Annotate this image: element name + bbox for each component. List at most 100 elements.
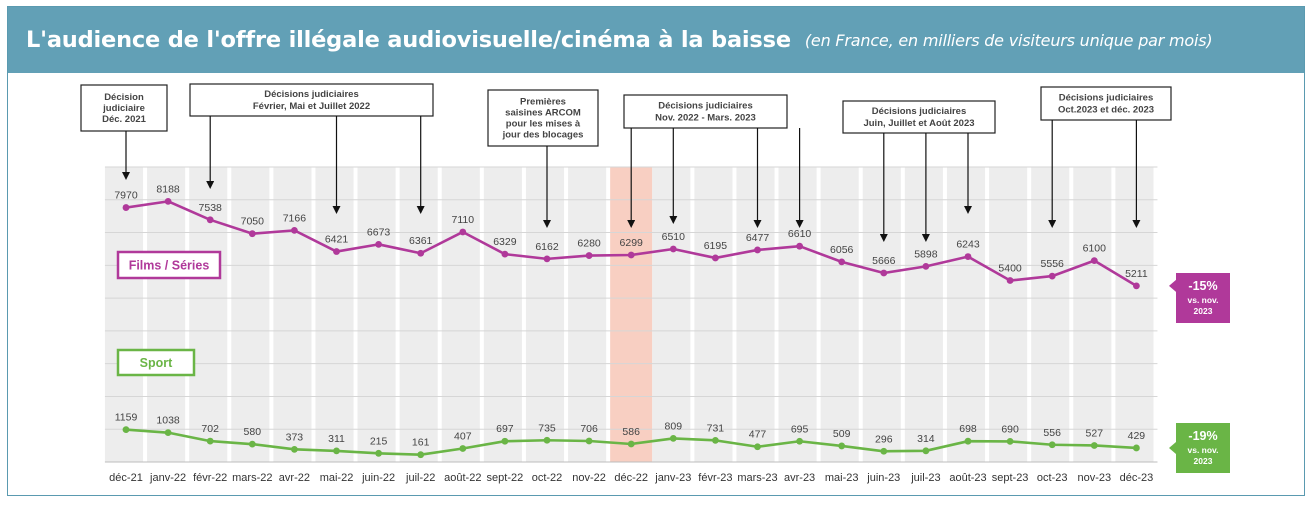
x-tick-label: juin-23	[866, 472, 900, 484]
data-point	[333, 248, 340, 255]
x-tick-label: juin-22	[361, 472, 395, 484]
data-label: 6195	[704, 240, 728, 252]
column-stripe	[1073, 167, 1112, 462]
annotation-box	[189, 83, 434, 117]
data-label: 5400	[998, 263, 1022, 275]
annotation-text: Nov. 2022 - Mars. 2023	[655, 113, 756, 124]
data-point	[543, 436, 551, 444]
data-label: 6100	[1083, 243, 1107, 255]
annotation-text: Décisions judiciaires	[1059, 93, 1154, 104]
data-point	[796, 437, 803, 445]
data-label: 5211	[1125, 268, 1148, 280]
x-tick-label: avr-23	[784, 472, 815, 484]
data-label: 161	[412, 437, 430, 449]
column-stripe	[694, 167, 733, 462]
data-label: 706	[580, 423, 598, 435]
data-point	[1006, 437, 1014, 445]
column-stripe	[568, 167, 607, 462]
header-banner: L'audience de l'offre illégale audiovisu…	[8, 7, 1304, 73]
data-label: 1038	[156, 415, 180, 427]
data-point	[1133, 444, 1140, 452]
column-stripe	[104, 167, 144, 462]
annotation-text: Décisions judiciaires	[872, 106, 967, 117]
annotation-text: pour les mises à	[506, 119, 581, 130]
column-stripe	[189, 167, 228, 462]
change-badge	[1176, 423, 1230, 473]
data-label: 8188	[156, 183, 180, 195]
x-tick-label: oct-22	[532, 472, 563, 484]
data-label: 477	[749, 429, 767, 441]
plot-background	[104, 167, 1154, 462]
data-point	[880, 269, 888, 277]
column-stripe	[483, 167, 522, 462]
data-label: 215	[370, 435, 388, 447]
data-point	[964, 437, 972, 445]
x-tick-label: avr-22	[279, 472, 310, 484]
data-point	[796, 242, 803, 250]
data-point	[375, 240, 382, 248]
x-axis: déc-21 janv-22 févr-22 mars-22 avr-22 mai-22 j…	[109, 472, 1153, 484]
annotation-text: Premières	[520, 97, 566, 108]
column-stripe	[736, 167, 775, 462]
data-point	[838, 442, 846, 450]
data-label: 5556	[1041, 258, 1065, 270]
badge-pct: -19%	[1188, 429, 1217, 443]
data-label: 5666	[872, 255, 896, 267]
data-point	[417, 451, 425, 459]
data-label: 735	[538, 422, 556, 434]
data-label: 6329	[493, 236, 517, 248]
data-label: 6280	[577, 238, 601, 250]
column-stripe	[1031, 167, 1070, 462]
data-point	[964, 253, 972, 260]
column-stripe	[820, 167, 859, 462]
data-label: 7166	[283, 212, 307, 224]
data-label: 527	[1086, 427, 1104, 439]
column-stripe	[147, 167, 186, 462]
data-label: 6421	[325, 234, 349, 246]
data-point	[543, 255, 551, 263]
legend-box	[116, 348, 196, 377]
data-point	[1090, 257, 1098, 265]
data-point	[880, 447, 888, 455]
chart-subtitle: (en France, en milliers de visiteurs uni…	[804, 30, 1213, 50]
x-tick-label: nov-23	[1077, 472, 1111, 484]
x-tick-label: mars-23	[737, 472, 777, 484]
data-point	[206, 216, 214, 224]
annotation-text: Décisions judiciaires	[264, 89, 359, 100]
legend-box	[116, 250, 222, 280]
data-point	[1133, 282, 1140, 290]
column-stripe	[989, 167, 1028, 462]
data-label: 6243	[956, 239, 980, 251]
annotation-box	[80, 84, 168, 132]
data-point	[669, 435, 677, 442]
data-label: 7050	[241, 216, 265, 228]
data-label: 580	[244, 426, 262, 438]
column-stripe	[652, 167, 691, 462]
data-point	[754, 246, 761, 254]
annotation-text: Décisions judiciaires	[658, 101, 753, 112]
data-label: 407	[454, 430, 472, 442]
data-point	[375, 449, 382, 457]
data-point	[248, 230, 256, 238]
column-stripe	[399, 167, 438, 462]
change-badge	[1176, 273, 1230, 323]
x-tick-label: janv-23	[654, 472, 691, 484]
data-point	[291, 226, 298, 234]
data-label: 6056	[830, 244, 854, 256]
data-point	[754, 443, 761, 451]
badge-line2: 2023	[1194, 456, 1213, 466]
data-point	[459, 228, 467, 236]
data-point	[1090, 442, 1098, 449]
data-point	[333, 447, 340, 455]
badge-pointer	[1169, 441, 1176, 454]
column-stripe	[273, 167, 312, 462]
x-tick-label: mai-22	[320, 472, 354, 484]
data-label: 7970	[114, 190, 138, 202]
column-stripe	[904, 167, 943, 462]
column-stripe	[525, 167, 565, 462]
data-point	[1048, 441, 1056, 449]
x-tick-label: févr-23	[698, 472, 732, 484]
data-label: 6361	[409, 235, 433, 247]
data-point	[669, 245, 677, 253]
data-point	[627, 440, 635, 448]
